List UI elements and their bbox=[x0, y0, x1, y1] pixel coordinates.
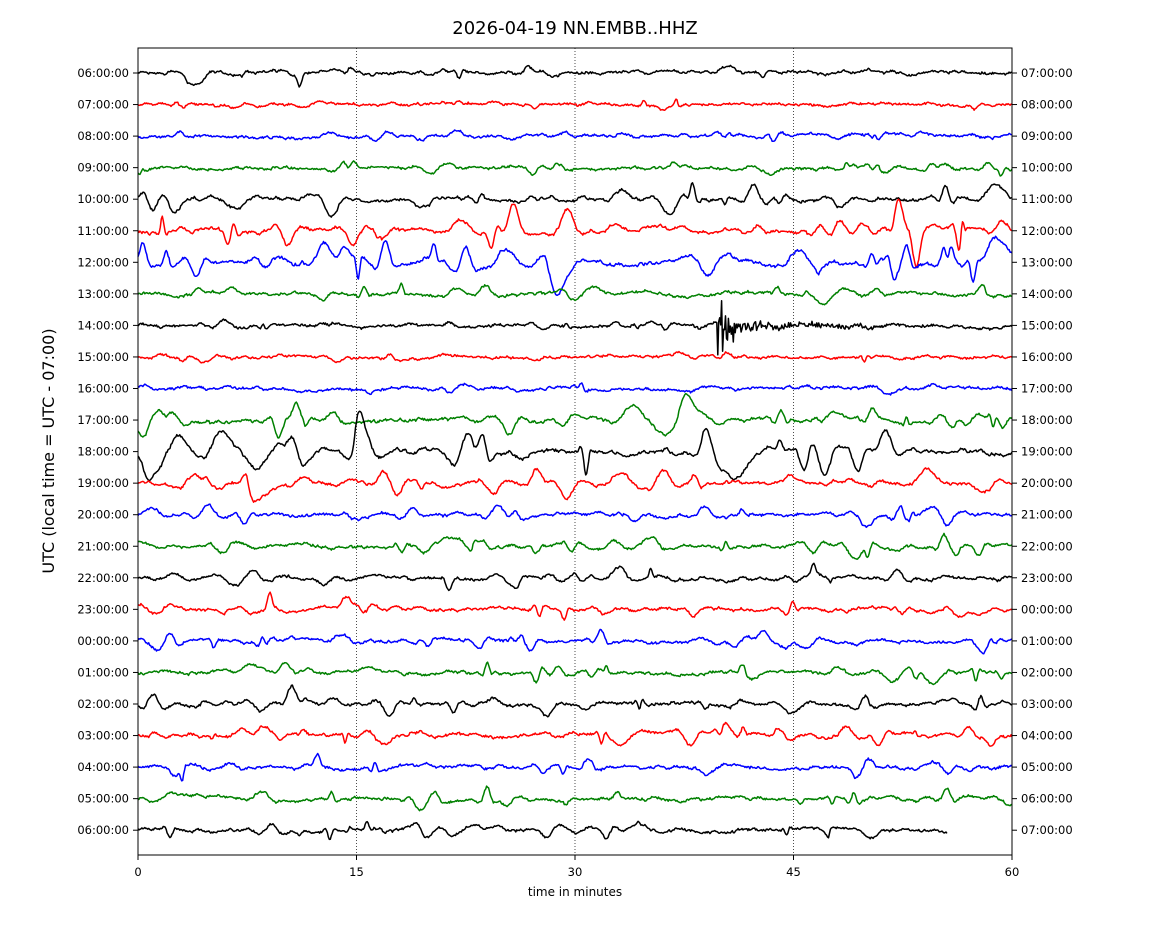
left-axis: 06:00:00 07:00:00 08:00:00 09:00:00 10:00:00… bbox=[77, 66, 138, 837]
left-tick-label: 06:00:00 bbox=[77, 66, 129, 80]
left-tick-label: 08:00:00 bbox=[77, 129, 129, 143]
trace-line bbox=[137, 160, 1013, 177]
trace-line bbox=[137, 785, 1013, 812]
trace-line bbox=[137, 64, 1013, 88]
trace-line bbox=[137, 198, 1013, 269]
right-tick-label: 11:00:00 bbox=[1021, 192, 1073, 206]
x-tick-label: 0 bbox=[134, 865, 141, 879]
trace-line bbox=[137, 300, 1013, 356]
left-tick-label: 20:00:00 bbox=[77, 508, 129, 522]
trace-line bbox=[137, 628, 1013, 655]
right-tick-label: 15:00:00 bbox=[1021, 318, 1073, 332]
right-tick-label: 21:00:00 bbox=[1021, 508, 1073, 522]
trace-line bbox=[137, 661, 1013, 686]
right-tick-label: 22:00:00 bbox=[1021, 539, 1073, 553]
right-tick-label: 17:00:00 bbox=[1021, 382, 1073, 396]
left-tick-label: 01:00:00 bbox=[77, 665, 129, 679]
left-tick-label: 12:00:00 bbox=[77, 255, 129, 269]
left-tick-label: 03:00:00 bbox=[77, 729, 129, 743]
right-tick-label: 13:00:00 bbox=[1021, 255, 1073, 269]
x-tick-label: 60 bbox=[1005, 865, 1020, 879]
right-tick-label: 03:00:00 bbox=[1021, 697, 1073, 711]
left-tick-label: 23:00:00 bbox=[77, 602, 129, 616]
traces bbox=[137, 64, 1013, 841]
chart-title: 2026-04-19 NN.EMBB..HHZ bbox=[452, 18, 697, 39]
right-axis: 07:00:00 08:00:00 09:00:00 10:00:00 11:00:00… bbox=[1012, 66, 1073, 837]
left-tick-label: 04:00:00 bbox=[77, 760, 129, 774]
trace-line bbox=[137, 129, 1012, 143]
left-tick-label: 15:00:00 bbox=[77, 350, 129, 364]
left-tick-label: 22:00:00 bbox=[77, 571, 129, 585]
trace-line bbox=[137, 752, 1013, 782]
left-tick-label: 00:00:00 bbox=[77, 634, 129, 648]
right-tick-label: 12:00:00 bbox=[1021, 224, 1073, 238]
x-axis-label: time in minutes bbox=[528, 885, 622, 899]
left-tick-label: 14:00:00 bbox=[77, 318, 129, 332]
trace-line bbox=[137, 382, 1013, 396]
right-tick-label: 10:00:00 bbox=[1021, 161, 1073, 175]
right-tick-label: 19:00:00 bbox=[1021, 445, 1073, 459]
left-tick-label: 17:00:00 bbox=[77, 413, 129, 427]
trace-line bbox=[137, 532, 1013, 560]
left-tick-label: 11:00:00 bbox=[77, 224, 129, 238]
right-tick-label: 06:00:00 bbox=[1021, 792, 1073, 806]
trace-line bbox=[137, 350, 1013, 364]
right-tick-label: 02:00:00 bbox=[1021, 665, 1073, 679]
right-tick-label: 07:00:00 bbox=[1021, 823, 1073, 837]
left-tick-label: 05:00:00 bbox=[77, 792, 129, 806]
right-tick-label: 07:00:00 bbox=[1021, 66, 1073, 80]
right-tick-label: 01:00:00 bbox=[1021, 634, 1073, 648]
trace-line bbox=[137, 591, 1013, 621]
trace-line bbox=[137, 684, 1013, 718]
left-tick-label: 19:00:00 bbox=[77, 476, 129, 490]
left-tick-label: 16:00:00 bbox=[77, 382, 129, 396]
left-tick-label: 21:00:00 bbox=[77, 539, 129, 553]
trace-line bbox=[137, 820, 948, 841]
trace-line bbox=[137, 392, 1013, 439]
x-axis: 0 15 30 45 60 bbox=[134, 855, 1019, 879]
right-tick-label: 23:00:00 bbox=[1021, 571, 1073, 585]
left-tick-label: 02:00:00 bbox=[77, 697, 129, 711]
right-tick-label: 20:00:00 bbox=[1021, 476, 1073, 490]
right-tick-label: 00:00:00 bbox=[1021, 602, 1073, 616]
left-tick-label: 13:00:00 bbox=[77, 287, 129, 301]
trace-line bbox=[137, 721, 1013, 747]
right-tick-label: 16:00:00 bbox=[1021, 350, 1073, 364]
y-axis-label: UTC (local time = UTC - 07:00) bbox=[39, 328, 58, 573]
trace-line bbox=[137, 282, 1013, 306]
trace-line bbox=[137, 562, 1013, 592]
trace-line bbox=[137, 410, 1013, 482]
trace-line bbox=[137, 467, 1013, 503]
left-tick-label: 07:00:00 bbox=[77, 98, 129, 112]
left-tick-label: 10:00:00 bbox=[77, 192, 129, 206]
right-tick-label: 09:00:00 bbox=[1021, 129, 1073, 143]
right-tick-label: 05:00:00 bbox=[1021, 760, 1073, 774]
trace-line bbox=[137, 182, 1013, 218]
left-tick-label: 09:00:00 bbox=[77, 161, 129, 175]
x-tick-label: 45 bbox=[786, 865, 801, 879]
x-tick-label: 30 bbox=[568, 865, 583, 879]
right-tick-label: 18:00:00 bbox=[1021, 413, 1073, 427]
right-tick-label: 04:00:00 bbox=[1021, 729, 1073, 743]
right-tick-label: 14:00:00 bbox=[1021, 287, 1073, 301]
right-tick-label: 08:00:00 bbox=[1021, 98, 1073, 112]
trace-line bbox=[137, 503, 1013, 529]
trace-line bbox=[137, 98, 1012, 112]
x-tick-label: 15 bbox=[349, 865, 364, 879]
left-tick-label: 06:00:00 bbox=[77, 823, 129, 837]
left-tick-label: 18:00:00 bbox=[77, 445, 129, 459]
trace-line bbox=[137, 235, 1013, 296]
grid-lines bbox=[356, 48, 794, 855]
